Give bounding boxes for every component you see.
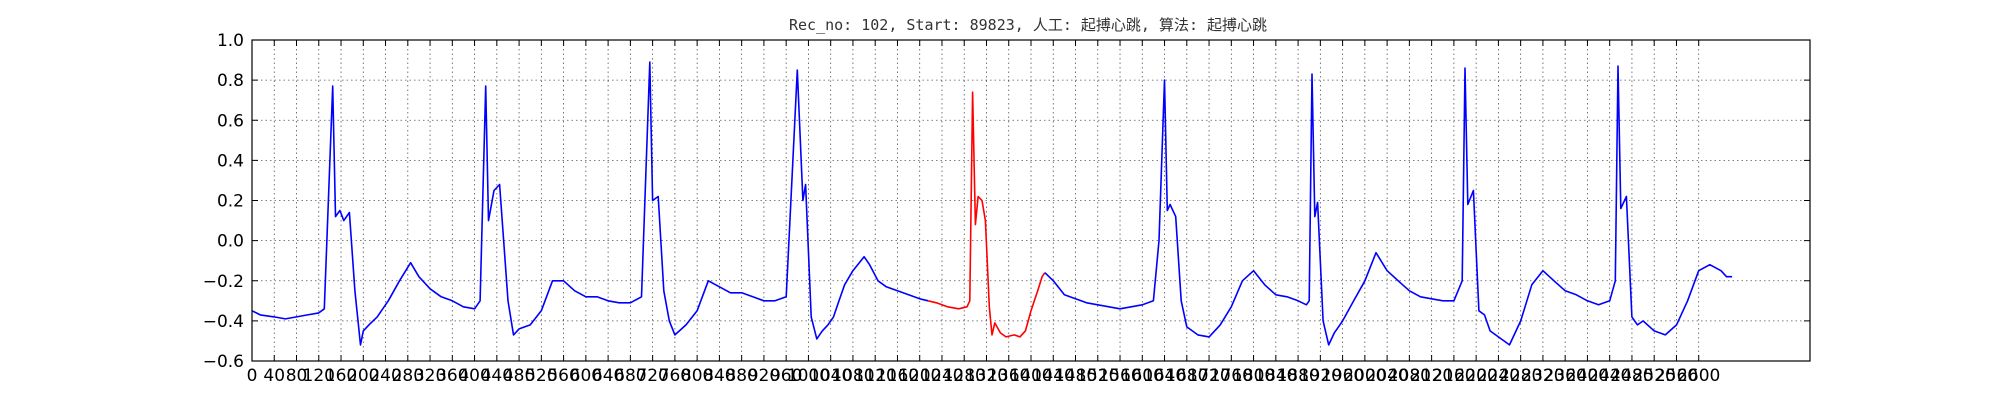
x-tick-label: 600 bbox=[570, 366, 602, 386]
series-lines bbox=[251, 61, 1733, 346]
x-tick-label: 520 bbox=[525, 366, 557, 386]
x-tick-label: 1400 bbox=[1009, 366, 1052, 386]
x-tick-label: 2600 bbox=[1677, 366, 1720, 386]
series-line-1 bbox=[251, 61, 929, 346]
y-tick-label: 0.0 bbox=[217, 232, 244, 252]
x-tick-label: 1160 bbox=[876, 366, 919, 386]
x-tick-label: 2240 bbox=[1477, 366, 1520, 386]
x-tick-label: 280 bbox=[392, 366, 424, 386]
x-tick-label: 1120 bbox=[854, 366, 897, 386]
x-tick-label: 120 bbox=[303, 366, 335, 386]
x-tick-label: 1200 bbox=[898, 366, 941, 386]
x-tick-label: 1080 bbox=[831, 366, 874, 386]
x-tick-label: 1600 bbox=[1121, 366, 1164, 386]
x-tick-label: 1920 bbox=[1299, 366, 1342, 386]
x-tick-label: 2080 bbox=[1388, 366, 1431, 386]
x-tick-label: 2400 bbox=[1566, 366, 1609, 386]
x-tick-label: 2360 bbox=[1544, 366, 1587, 386]
x-tick-label: 1960 bbox=[1321, 366, 1364, 386]
x-tick-label: 680 bbox=[614, 366, 646, 386]
x-tick-label: 2040 bbox=[1365, 366, 1408, 386]
x-tick-label: 240 bbox=[369, 366, 401, 386]
x-axis-ticks: 0 40 8012016020024028032036040044048052056… bbox=[247, 40, 1720, 386]
x-tick-label: 2440 bbox=[1588, 366, 1631, 386]
x-tick-label: 2480 bbox=[1610, 366, 1653, 386]
x-tick-label: 880 bbox=[725, 366, 757, 386]
x-tick-label: 1680 bbox=[1165, 366, 1208, 386]
x-tick-label: 2320 bbox=[1521, 366, 1564, 386]
x-tick-label: 800 bbox=[681, 366, 713, 386]
x-tick-label: 400 bbox=[458, 366, 490, 386]
series-line-2 bbox=[927, 91, 1046, 338]
x-tick-label: 1360 bbox=[987, 366, 1030, 386]
x-tick-label: 1760 bbox=[1210, 366, 1253, 386]
x-tick-label: 200 bbox=[347, 366, 379, 386]
x-tick-label: 40 bbox=[263, 366, 285, 386]
chart-title: Rec_no: 102, Start: 89823, 人工: 起搏心跳, 算法:… bbox=[789, 16, 1267, 34]
x-tick-label: 2160 bbox=[1432, 366, 1475, 386]
x-tick-label: 1720 bbox=[1187, 366, 1230, 386]
x-tick-label: 1520 bbox=[1076, 366, 1119, 386]
x-tick-label: 1560 bbox=[1098, 366, 1141, 386]
x-tick-label: 1440 bbox=[1032, 366, 1075, 386]
x-tick-label: 760 bbox=[659, 366, 691, 386]
x-tick-label: 2120 bbox=[1410, 366, 1453, 386]
y-tick-label: 0.6 bbox=[217, 111, 244, 131]
y-tick-label: −0.2 bbox=[203, 272, 244, 292]
x-tick-label: 560 bbox=[547, 366, 579, 386]
x-tick-label: 2200 bbox=[1455, 366, 1498, 386]
x-tick-label: 1880 bbox=[1276, 366, 1319, 386]
x-tick-label: 2520 bbox=[1633, 366, 1676, 386]
x-tick-label: 80 bbox=[286, 366, 308, 386]
y-axis-ticks: 1.0 0.8 0.6 0.4 0.2 0.0 −0.2 −0.4 −0.6 bbox=[203, 31, 1810, 372]
x-tick-label: 2280 bbox=[1499, 366, 1542, 386]
x-tick-label: 0 bbox=[247, 366, 258, 386]
x-tick-label: 920 bbox=[748, 366, 780, 386]
y-tick-label: −0.4 bbox=[203, 312, 244, 332]
series-line-3 bbox=[1044, 65, 1733, 346]
x-tick-label: 360 bbox=[436, 366, 468, 386]
y-tick-label: 0.8 bbox=[217, 71, 244, 91]
y-tick-label: 0.2 bbox=[217, 192, 244, 212]
x-tick-label: 1800 bbox=[1232, 366, 1275, 386]
x-tick-label: 960 bbox=[770, 366, 802, 386]
x-tick-label: 1840 bbox=[1254, 366, 1297, 386]
x-tick-label: 160 bbox=[325, 366, 357, 386]
x-tick-label: 1240 bbox=[920, 366, 963, 386]
x-tick-label: 480 bbox=[503, 366, 535, 386]
x-tick-label: 640 bbox=[592, 366, 624, 386]
x-tick-label: 1640 bbox=[1143, 366, 1186, 386]
y-tick-label: 1.0 bbox=[217, 31, 244, 51]
x-tick-label: 1040 bbox=[809, 366, 852, 386]
x-tick-label: 320 bbox=[414, 366, 446, 386]
x-tick-label: 2000 bbox=[1343, 366, 1386, 386]
x-tick-label: 1280 bbox=[943, 366, 986, 386]
y-tick-label: 0.4 bbox=[217, 151, 244, 171]
x-tick-label: 720 bbox=[636, 366, 668, 386]
x-tick-label: 2560 bbox=[1655, 366, 1698, 386]
x-tick-label: 840 bbox=[703, 366, 735, 386]
x-tick-label: 440 bbox=[481, 366, 513, 386]
x-tick-label: 1320 bbox=[965, 366, 1008, 386]
y-tick-label: −0.6 bbox=[203, 352, 244, 372]
x-tick-label: 1480 bbox=[1054, 366, 1097, 386]
x-tick-label: 1000 bbox=[787, 366, 830, 386]
